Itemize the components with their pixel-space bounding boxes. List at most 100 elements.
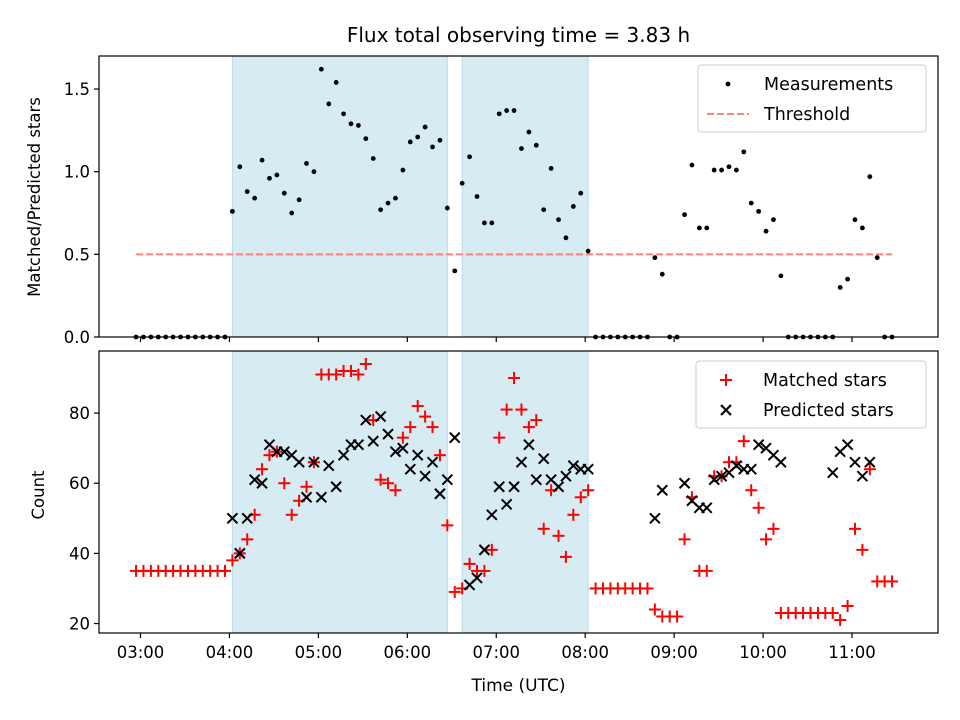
measurements-point	[452, 268, 458, 274]
measurements-point	[845, 276, 850, 282]
bottom-panel: 20 40 60 80 03:00 04:00 05:00 06:00 07:00 08:00 09…	[29, 350, 939, 696]
predicted-stars-point	[337, 449, 350, 461]
measurements-point	[519, 146, 524, 151]
predicted-stars-point	[560, 470, 572, 482]
measurements-point	[393, 195, 398, 201]
predicted-stars-point	[775, 456, 787, 468]
matched-stars-point	[256, 463, 269, 476]
predicted-stars-point	[478, 544, 491, 556]
matched-stars-point	[382, 477, 395, 490]
measurements-point	[489, 220, 495, 226]
predicted-stars-point	[537, 452, 550, 465]
measurements-point	[348, 121, 354, 127]
matched-stars-point	[671, 610, 684, 623]
measurements-point	[852, 217, 858, 223]
matched-stars-point	[745, 484, 758, 497]
matched-stars-point	[841, 599, 854, 612]
matched-stars-point	[493, 431, 506, 444]
bottom-panel-frame	[98, 350, 939, 634]
matched-stars-point	[374, 473, 387, 486]
observing-interval	[461, 55, 589, 338]
predicted-stars-point	[567, 459, 580, 472]
predicted-stars-point	[300, 491, 313, 503]
matched-stars-point	[478, 564, 491, 577]
matched-stars-point	[426, 421, 439, 434]
measurements-point	[771, 217, 776, 223]
observing-interval	[231, 350, 448, 634]
matched-stars-point	[285, 508, 298, 521]
top-y-axis-label: Matched/Predicted stars	[25, 97, 44, 297]
measurements-point	[333, 80, 339, 85]
matched-stars-point	[419, 410, 432, 423]
matched-stars-point	[485, 543, 498, 556]
matched-stars-point	[737, 435, 750, 448]
predicted-stars-point	[449, 431, 461, 444]
matched-stars-point	[433, 449, 446, 462]
measurements-point	[548, 166, 554, 171]
top-panel-frame	[98, 55, 939, 338]
measurements-point	[578, 190, 584, 196]
measurements-point	[326, 101, 332, 107]
predicted-stars-point	[864, 456, 876, 468]
predicted-stars-point	[234, 547, 246, 560]
matched-stars-point	[826, 607, 839, 620]
measurements-point	[356, 123, 361, 128]
measurements-point	[526, 129, 532, 135]
measurements-point	[244, 189, 250, 194]
measurements-point	[230, 208, 235, 214]
x-tick-label: 10:00	[739, 643, 787, 662]
top-legend: Measurements Threshold	[697, 64, 927, 133]
predicted-stars-point	[827, 467, 839, 479]
matched-stars-point	[463, 557, 476, 570]
predicted-stars-point	[530, 474, 542, 486]
x-tick-label: 03:00	[117, 643, 165, 662]
predicted-stars-point	[352, 438, 365, 451]
matched-stars-point	[411, 400, 424, 413]
predicted-stars-point	[308, 456, 320, 468]
measurements-point	[541, 207, 547, 213]
measurements-point	[252, 195, 258, 201]
measurements-point	[533, 142, 539, 148]
measurements-point	[741, 149, 747, 155]
predicted-stars-point	[649, 512, 661, 525]
matched-stars-point	[352, 368, 365, 381]
matched-stars-point	[863, 463, 876, 476]
predicted-stars-point	[323, 459, 335, 472]
measurements-point	[311, 169, 317, 175]
x-tick-label: 09:00	[650, 643, 698, 662]
matched-stars-point	[848, 522, 861, 535]
x-tick-label: 05:00	[295, 643, 343, 662]
predicted-stars-point	[434, 488, 446, 500]
predicted-stars-point	[500, 498, 513, 510]
x-tick-label: 04:00	[206, 643, 254, 662]
matched-stars-point	[530, 414, 543, 427]
matched-stars-point	[441, 519, 454, 532]
matched-stars-point	[834, 614, 847, 627]
legend-threshold-label: Threshold	[763, 105, 850, 125]
y-tick-label: 60	[69, 474, 90, 493]
legend-measurements-marker	[725, 81, 731, 87]
measurements-point	[341, 111, 346, 117]
y-tick-label: 80	[69, 404, 90, 423]
measurements-point	[437, 137, 443, 143]
matched-stars-point	[522, 421, 535, 434]
legend-predicted-label: Predicted stars	[763, 401, 894, 421]
x-axis-label: Time (UTC)	[471, 676, 566, 696]
matched-stars-point	[241, 533, 254, 546]
predicted-stars-point	[248, 474, 261, 486]
matched-stars-point	[508, 372, 521, 385]
matched-stars-point	[330, 368, 343, 381]
matched-stars-point	[574, 491, 587, 504]
measurements-point	[281, 190, 287, 196]
matched-stars-point	[552, 529, 565, 542]
predicted-stars-point	[656, 484, 668, 496]
y-tick-label: 0.5	[64, 245, 90, 264]
measurements-point	[689, 162, 695, 168]
x-tick-label: 06:00	[384, 643, 432, 662]
matched-stars-point	[448, 585, 461, 598]
bottom-legend-box	[695, 360, 927, 429]
measurements-point	[289, 210, 295, 216]
matched-stars-point	[344, 364, 357, 377]
measurements-point	[511, 108, 517, 113]
legend-measurements-label: Measurements	[764, 75, 893, 95]
